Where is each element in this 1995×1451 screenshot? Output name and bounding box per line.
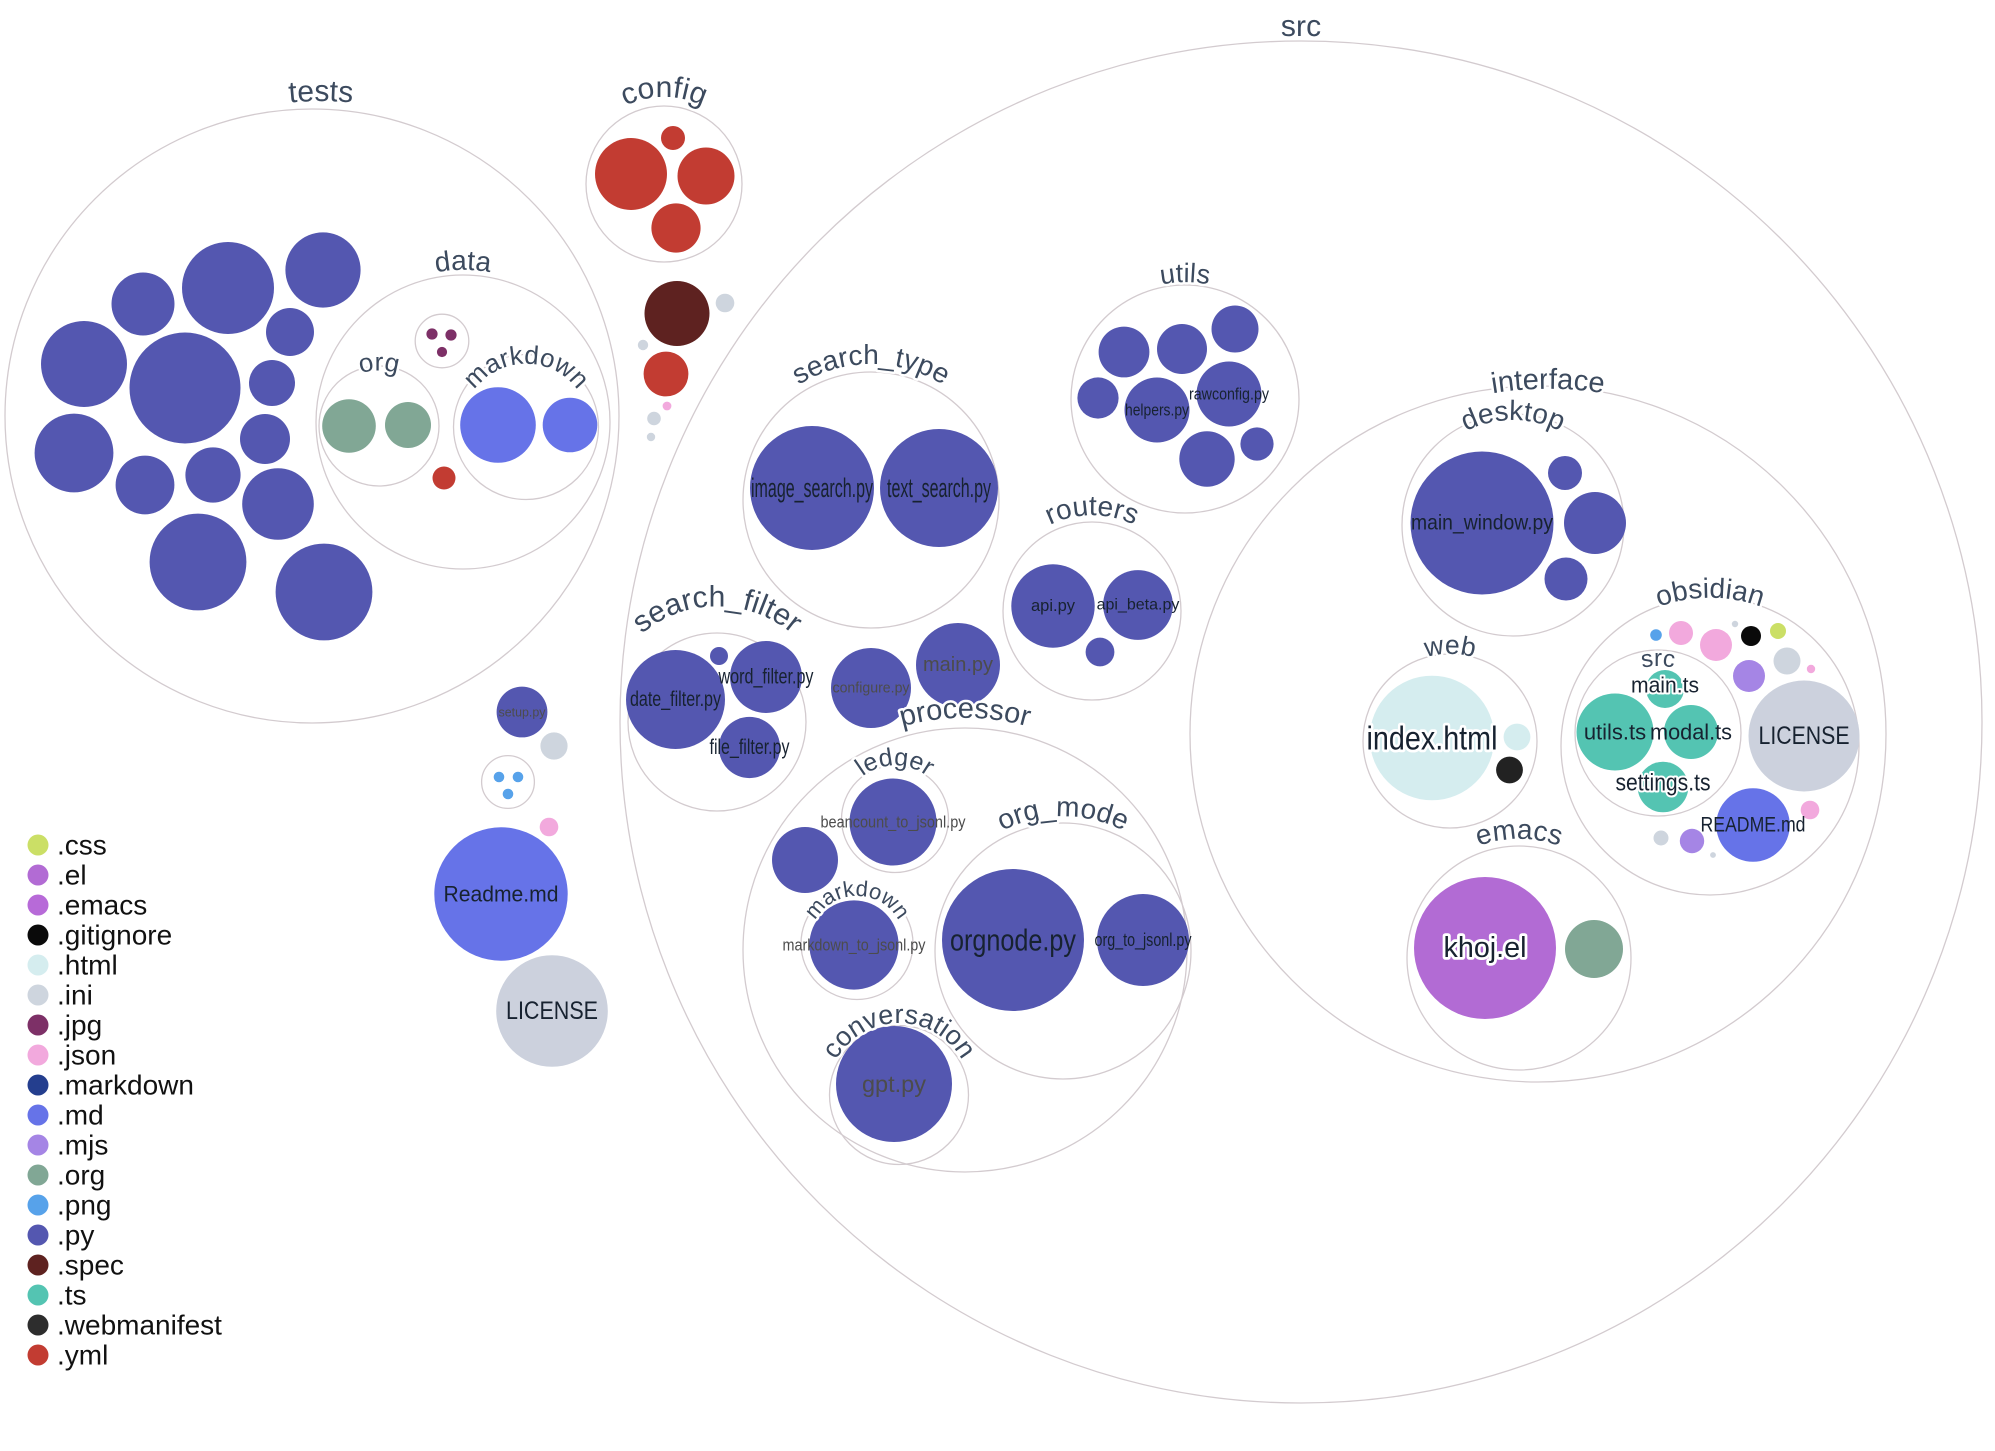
svg-text:utils.ts: utils.ts	[1584, 720, 1646, 745]
svg-text:.webmanifest: .webmanifest	[57, 1310, 222, 1341]
svg-text:api.py: api.py	[1031, 597, 1076, 615]
svg-text:src: src	[1639, 645, 1677, 674]
svg-text:text_search.py: text_search.py	[887, 473, 991, 503]
svg-text:gpt.py: gpt.py	[862, 1071, 926, 1097]
svg-text:.yml: .yml	[57, 1340, 108, 1371]
svg-text:Readme.md: Readme.md	[444, 882, 559, 907]
svg-text:main_window.py: main_window.py	[1411, 512, 1553, 535]
svg-text:README.md: README.md	[1701, 814, 1806, 837]
svg-text:orgnode.py: orgnode.py	[950, 923, 1076, 958]
svg-text:LICENSE: LICENSE	[1759, 722, 1850, 750]
svg-text:file_filter.py: file_filter.py	[710, 736, 790, 759]
svg-text:api_beta.py: api_beta.py	[1097, 597, 1180, 614]
svg-text:setup.py: setup.py	[499, 705, 546, 720]
svg-text:.ts: .ts	[57, 1280, 87, 1311]
svg-text:main.ts: main.ts	[1631, 673, 1699, 698]
svg-text:beancount_to_jsonl.py: beancount_to_jsonl.py	[821, 813, 966, 832]
svg-text:org: org	[356, 346, 403, 379]
svg-text:helpers.py: helpers.py	[1125, 401, 1189, 420]
svg-text:src: src	[1281, 10, 1322, 43]
svg-text:web: web	[1421, 630, 1479, 663]
svg-text:.jpg: .jpg	[57, 1010, 102, 1041]
svg-text:.png: .png	[57, 1190, 112, 1221]
svg-text:.md: .md	[57, 1100, 104, 1131]
svg-text:.el: .el	[57, 860, 87, 891]
svg-text:utils: utils	[1158, 258, 1213, 290]
svg-text:.spec: .spec	[57, 1250, 124, 1281]
svg-text:LICENSE: LICENSE	[506, 997, 598, 1025]
svg-text:interface: interface	[1489, 364, 1607, 400]
svg-text:image_search.py: image_search.py	[751, 473, 873, 503]
svg-text:date_filter.py: date_filter.py	[630, 688, 721, 711]
svg-text:data: data	[433, 245, 494, 278]
svg-text:main.py: main.py	[923, 654, 993, 676]
svg-text:.org: .org	[57, 1160, 105, 1191]
svg-text:.gitignore: .gitignore	[57, 920, 172, 951]
svg-text:settings.ts: settings.ts	[1616, 770, 1711, 797]
svg-text:.markdown: .markdown	[57, 1070, 194, 1101]
svg-text:.py: .py	[57, 1220, 94, 1251]
svg-text:word_filter.py: word_filter.py	[718, 666, 814, 689]
svg-text:.ini: .ini	[57, 980, 93, 1011]
svg-text:.mjs: .mjs	[57, 1130, 108, 1161]
svg-text:.css: .css	[57, 830, 107, 861]
svg-text:index.html: index.html	[1367, 720, 1498, 757]
svg-text:tests: tests	[287, 75, 355, 110]
svg-text:rawconfig.py: rawconfig.py	[1189, 385, 1269, 404]
svg-text:.html: .html	[57, 950, 118, 981]
svg-text:.json: .json	[57, 1040, 116, 1071]
svg-text:modal.ts: modal.ts	[1650, 720, 1732, 745]
svg-text:configure.py: configure.py	[833, 680, 910, 697]
svg-text:.emacs: .emacs	[57, 890, 147, 921]
svg-text:khoj.el: khoj.el	[1444, 932, 1527, 964]
svg-text:org_to_jsonl.py: org_to_jsonl.py	[1095, 930, 1192, 951]
svg-text:markdown_to_jsonl.py: markdown_to_jsonl.py	[783, 936, 926, 955]
